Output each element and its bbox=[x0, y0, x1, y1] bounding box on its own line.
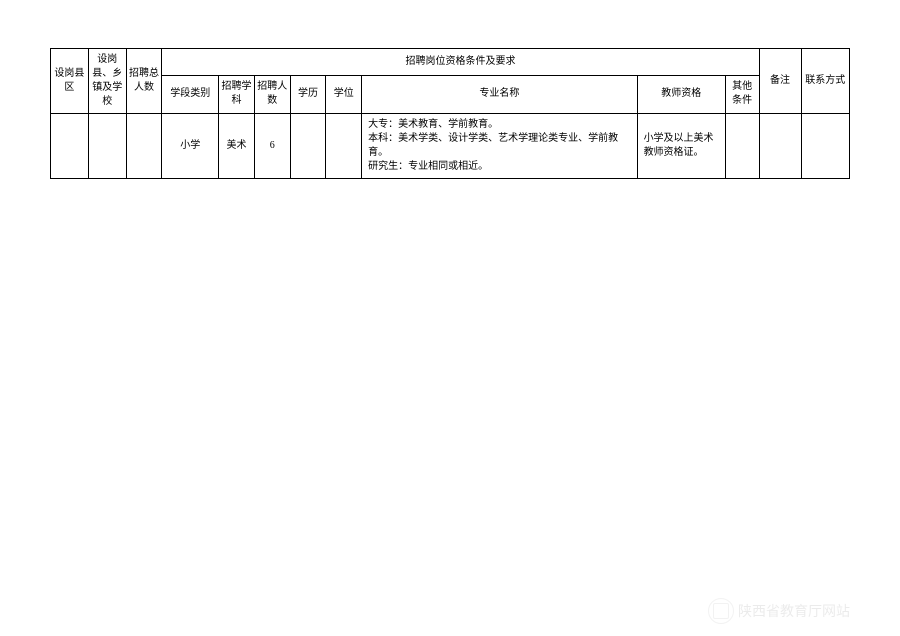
cell-township bbox=[88, 114, 126, 179]
cell-county bbox=[51, 114, 89, 179]
cell-stage: 小学 bbox=[162, 114, 219, 179]
header-stage: 学段类别 bbox=[162, 75, 219, 113]
header-other: 其他条件 bbox=[725, 75, 759, 113]
cell-contact bbox=[801, 114, 849, 179]
header-county: 设岗县区 bbox=[51, 49, 89, 114]
table-container: 设岗县区 设岗县、乡镇及学校 招聘总人数 招聘岗位资格条件及要求 备注 联系方式… bbox=[0, 0, 900, 179]
header-group: 招聘岗位资格条件及要求 bbox=[162, 49, 759, 76]
cell-count: 6 bbox=[254, 114, 290, 179]
header-total: 招聘总人数 bbox=[126, 49, 162, 114]
header-degree: 学位 bbox=[326, 75, 362, 113]
cell-degree bbox=[326, 114, 362, 179]
header-subject: 招聘学科 bbox=[219, 75, 255, 113]
header-cert: 教师资格 bbox=[637, 75, 725, 113]
header-row-1: 设岗县区 设岗县、乡镇及学校 招聘总人数 招聘岗位资格条件及要求 备注 联系方式 bbox=[51, 49, 850, 76]
cell-notes bbox=[759, 114, 801, 179]
header-contact: 联系方式 bbox=[801, 49, 849, 114]
watermark-text: 陕西省教育厅网站 bbox=[738, 601, 850, 621]
header-major: 专业名称 bbox=[362, 75, 637, 113]
cell-other bbox=[725, 114, 759, 179]
data-row: 小学 美术 6 大专：美术教育、学前教育。本科：美术学类、设计学类、艺术学理论类… bbox=[51, 114, 850, 179]
cell-subject: 美术 bbox=[219, 114, 255, 179]
cell-total bbox=[126, 114, 162, 179]
cell-education bbox=[290, 114, 326, 179]
header-education: 学历 bbox=[290, 75, 326, 113]
header-township: 设岗县、乡镇及学校 bbox=[88, 49, 126, 114]
recruitment-table: 设岗县区 设岗县、乡镇及学校 招聘总人数 招聘岗位资格条件及要求 备注 联系方式… bbox=[50, 48, 850, 179]
header-notes: 备注 bbox=[759, 49, 801, 114]
cell-major: 大专：美术教育、学前教育。本科：美术学类、设计学类、艺术学理论类专业、学前教育。… bbox=[362, 114, 637, 179]
watermark: 陕西省教育厅网站 bbox=[708, 598, 850, 624]
watermark-logo-icon bbox=[708, 598, 734, 624]
header-count: 招聘人数 bbox=[254, 75, 290, 113]
cell-cert: 小学及以上美术教师资格证。 bbox=[637, 114, 725, 179]
header-row-2: 学段类别 招聘学科 招聘人数 学历 学位 专业名称 教师资格 其他条件 bbox=[51, 75, 850, 113]
